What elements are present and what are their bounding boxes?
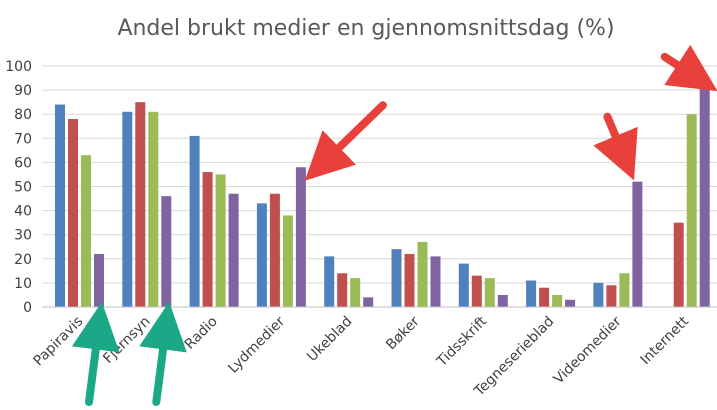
bar-tidsskrift-s1 xyxy=(458,263,469,307)
bar-radio-s2 xyxy=(202,172,213,307)
x-tick-label-tidsskrift: Tidsskrift xyxy=(433,313,490,370)
bar-lydmedier-s2 xyxy=(269,193,280,307)
bar-tegneserieblad-s2 xyxy=(539,287,550,307)
bar-papiravis-s3 xyxy=(81,155,91,307)
bar-internett-s4 xyxy=(699,82,710,308)
bar-fjernsyn-s3 xyxy=(148,111,159,307)
y-tick-label: 10 xyxy=(14,276,32,292)
x-tick-label-internett: Internett xyxy=(638,313,693,368)
bar-papiravis-s1 xyxy=(55,104,65,307)
bar-fjernsyn-s1 xyxy=(122,111,133,307)
bar-videomedier-s1 xyxy=(593,282,604,307)
bar-radio-s3 xyxy=(215,174,226,307)
bar-ukeblad-s4 xyxy=(363,297,374,307)
annotations xyxy=(71,44,717,406)
bar-boker-s3 xyxy=(417,241,428,307)
annotation-arrow-2 xyxy=(593,112,638,181)
bar-radio-s1 xyxy=(189,135,200,307)
annotation-arrow-5 xyxy=(139,301,187,406)
bar-videomedier-s2 xyxy=(606,285,617,307)
x-tick-label-lydmedier: Lydmedier xyxy=(225,313,288,376)
y-tick-label: 90 xyxy=(14,83,32,99)
x-tick-label-radio: Radio xyxy=(182,314,221,353)
y-tick-label: 70 xyxy=(14,131,32,147)
bar-boker-s2 xyxy=(404,253,415,307)
y-tick-label: 80 xyxy=(14,107,32,123)
y-tick-label: 50 xyxy=(14,180,32,196)
bar-tegneserieblad-s1 xyxy=(526,280,537,307)
bar-fjernsyn-s4 xyxy=(161,196,172,307)
bar-lydmedier-s4 xyxy=(295,167,306,307)
x-tick-label-boker: Bøker xyxy=(383,313,423,353)
bar-ukeblad-s1 xyxy=(324,256,335,307)
y-tick-label: 100 xyxy=(5,59,32,75)
y-tick-label: 40 xyxy=(14,204,32,220)
y-axis: 0 10 20 30 40 50 60 70 80 90 100 xyxy=(5,59,32,316)
bar-ukeblad-s3 xyxy=(350,278,361,307)
bar-lydmedier-s1 xyxy=(256,203,267,307)
annotation-arrow-4 xyxy=(71,301,120,406)
bar-papiravis-s4 xyxy=(94,253,104,307)
y-tick-label: 30 xyxy=(14,228,32,244)
bar-lydmedier-s3 xyxy=(282,215,293,307)
bar-videomedier-s3 xyxy=(619,273,630,307)
bar-videomedier-s4 xyxy=(632,181,643,307)
bar-boker-s4 xyxy=(430,256,441,307)
chart-title: Andel brukt medier en gjennomsnittsdag (… xyxy=(117,16,614,41)
bar-papiravis-s2 xyxy=(68,119,78,308)
annotation-arrow-1 xyxy=(304,101,387,181)
bar-fjernsyn-s2 xyxy=(135,102,146,308)
y-tick-label: 0 xyxy=(23,300,32,316)
x-tick-label-papiravis: Papiravis xyxy=(30,314,86,370)
bar-tidsskrift-s4 xyxy=(497,294,508,307)
bar-ukeblad-s2 xyxy=(337,273,348,307)
x-axis-labels: Papiravis Fjernsyn Radio Lydmedier Ukeblad Bø… xyxy=(30,313,692,400)
bar-boker-s1 xyxy=(391,249,402,307)
bar-tidsskrift-s3 xyxy=(484,278,495,307)
bar-tidsskrift-s2 xyxy=(471,275,482,307)
bar-internett-s2 xyxy=(673,222,684,307)
x-tick-label-videomedier: Videomedier xyxy=(551,313,625,387)
y-tick-label: 60 xyxy=(14,155,32,171)
x-tick-label-fjernsyn: Fjernsyn xyxy=(100,314,153,367)
bar-tegneserieblad-s4 xyxy=(565,299,576,307)
y-tick-label: 20 xyxy=(14,252,32,268)
x-tick-label-ukeblad: Ukeblad xyxy=(304,314,355,365)
bar-tegneserieblad-s3 xyxy=(552,294,563,307)
bar-radio-s4 xyxy=(228,193,239,307)
bars xyxy=(55,82,710,308)
annotation-arrow-3 xyxy=(660,44,717,92)
bar-internett-s3 xyxy=(686,114,697,307)
